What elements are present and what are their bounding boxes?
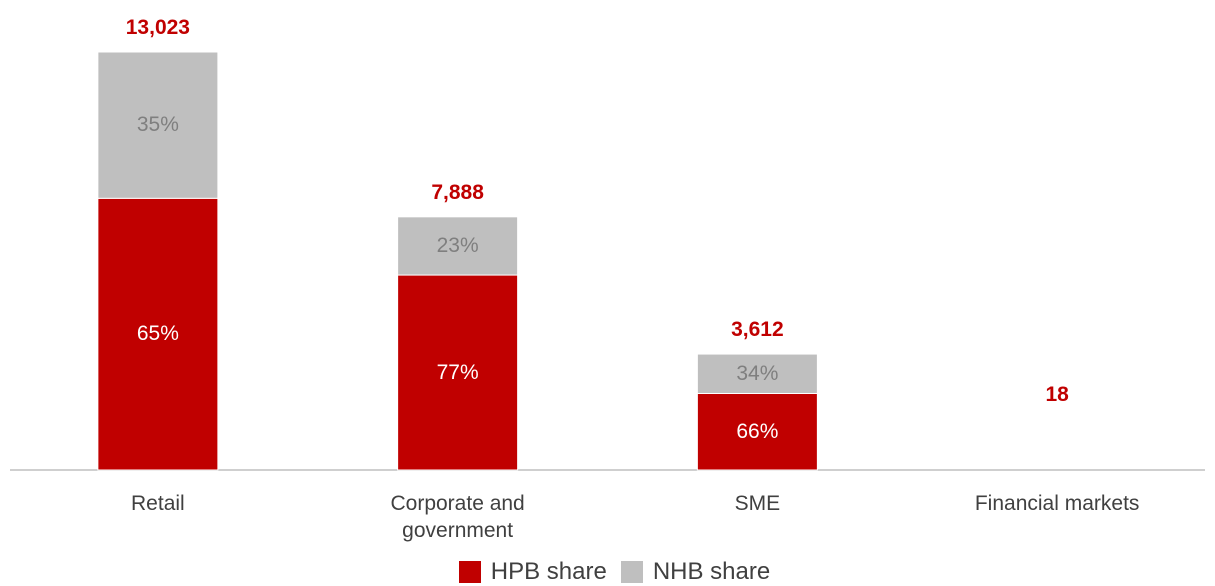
segment-label: 66%	[736, 419, 779, 443]
segment-label: 77%	[436, 360, 479, 384]
total-label: 13,023	[125, 16, 190, 39]
bar-segment	[397, 274, 519, 471]
total-label: 18	[1045, 383, 1069, 406]
bar-segment	[696, 353, 818, 394]
bar-segment	[97, 197, 219, 471]
legend-swatch	[458, 561, 481, 583]
bar-segment	[397, 216, 519, 276]
segment-label: 35%	[136, 113, 179, 137]
legend-label: HPB share	[490, 558, 607, 585]
x-tick-label: Retail	[131, 492, 185, 515]
total-label: 7,888	[431, 180, 484, 204]
x-tick-label: Financial markets	[974, 492, 1140, 515]
legend-label: NHB share	[652, 558, 771, 585]
legend: HPB share NHB share	[0, 558, 1215, 586]
segment-label: 65%	[136, 322, 179, 346]
x-tick-label: SME	[734, 492, 781, 515]
segment-label: 34%	[736, 361, 779, 385]
bar-segment	[97, 51, 219, 199]
legend-swatch	[620, 561, 643, 583]
segment-label: 23%	[436, 233, 479, 257]
bar-segment	[696, 392, 818, 471]
total-label: 3,612	[731, 318, 784, 342]
x-tick-label: Corporate and government	[390, 492, 525, 542]
